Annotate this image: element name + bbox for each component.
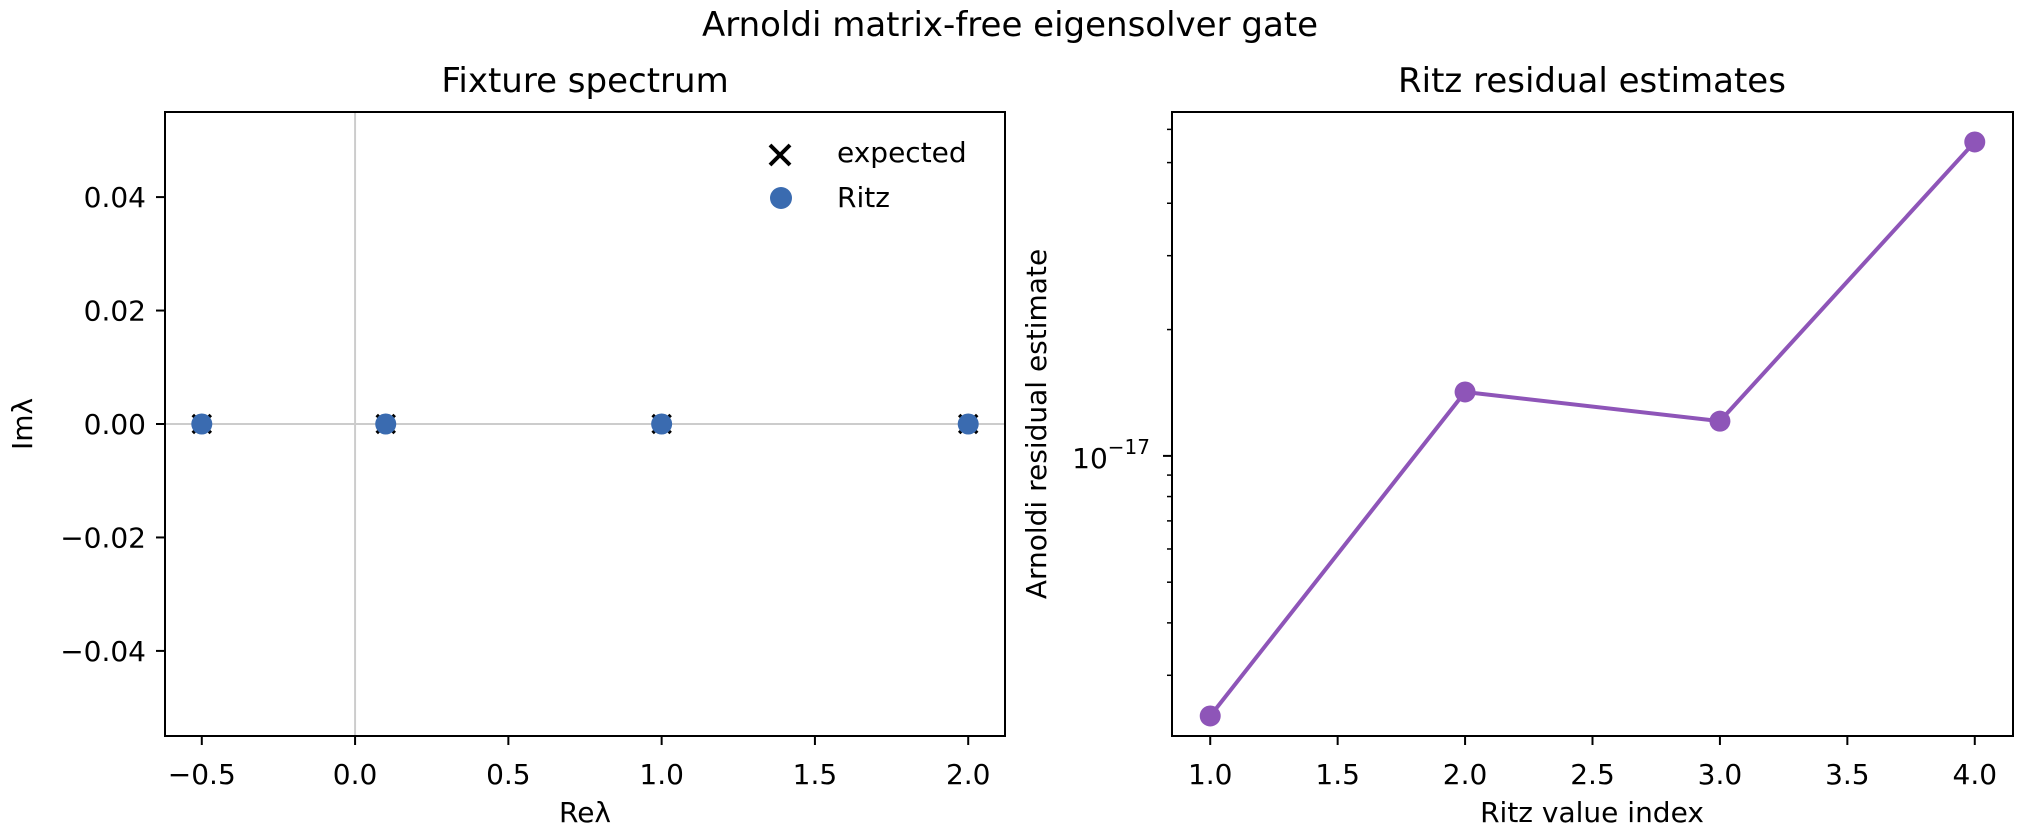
x-axis-label: Reλ xyxy=(559,796,611,829)
x-tick-label: 0.5 xyxy=(486,758,531,791)
x-tick-label: 1.5 xyxy=(793,758,838,791)
x-tick-label: −0.5 xyxy=(168,758,236,791)
x-tick-label: 1.0 xyxy=(639,758,684,791)
y-tick-label: 0.04 xyxy=(84,181,146,214)
y-tick-label: −0.04 xyxy=(60,635,146,668)
y-axis-ticks: 0.04 0.02 0.00 −0.02 −0.04 xyxy=(60,181,165,668)
y-axis-label: Imλ xyxy=(6,398,39,450)
y-tick-label: 0.00 xyxy=(84,408,146,441)
ritz-point xyxy=(375,413,397,435)
ritz-residual-axes-frame xyxy=(1171,111,2014,737)
fixture-spectrum-panel: Fixture spectrum −0.5 0.0 0.5 1.0 1.5 2.0 0.0… xyxy=(6,61,1006,829)
x-tick-label: 4.0 xyxy=(1953,758,1998,791)
ritz-point xyxy=(957,413,979,435)
x-tick-label: 2.0 xyxy=(946,758,991,791)
x-tick-label: 1.0 xyxy=(1188,758,1233,791)
figure-title: Arnoldi matrix-free eigensolver gate xyxy=(702,5,1318,45)
legend: expected Ritz xyxy=(768,136,967,214)
ritz-point xyxy=(651,413,673,435)
x-tick-label: 0.0 xyxy=(333,758,378,791)
residual-line xyxy=(1208,140,1977,718)
x-axis-ticks: −0.5 0.0 0.5 1.0 1.5 2.0 xyxy=(168,736,991,791)
x-tick-label: 2.5 xyxy=(1570,758,1615,791)
x-tick-label: 1.5 xyxy=(1315,758,1360,791)
ritz-residual-title: Ritz residual estimates xyxy=(1398,61,1786,101)
y-tick-label: −0.02 xyxy=(60,521,146,554)
x-axis-ticks: 1.0 1.5 2.0 2.5 3.0 3.5 4.0 xyxy=(1188,736,1997,791)
y-tick-label: 0.02 xyxy=(84,295,146,328)
residual-point xyxy=(1709,410,1731,432)
x-tick-label: 3.5 xyxy=(1825,758,1870,791)
reference-lines xyxy=(165,112,1005,736)
ritz-residual-panel: Ritz residual estimates 1.0 1.5 2.0 2.5 3.0 3… xyxy=(1020,61,2014,829)
fixture-spectrum-title: Fixture spectrum xyxy=(441,61,728,101)
x-axis-label: Ritz value index xyxy=(1480,796,1704,829)
legend-label-expected: expected xyxy=(837,136,967,169)
legend-marker-ritz xyxy=(770,187,792,209)
x-tick-label: 3.0 xyxy=(1698,758,1743,791)
residual-point xyxy=(1964,131,1986,153)
residual-point xyxy=(1199,705,1221,727)
y-axis-ticks: 10−17 xyxy=(1072,128,1172,677)
ritz-point xyxy=(191,413,213,435)
y-tick-label: 10−17 xyxy=(1072,435,1150,475)
x-tick-label: 2.0 xyxy=(1443,758,1488,791)
residual-point xyxy=(1454,381,1476,403)
y-axis-label: Arnoldi residual estimate xyxy=(1020,249,1053,599)
legend-label-ritz: Ritz xyxy=(837,181,890,214)
residual-series xyxy=(1199,131,1986,727)
spectrum-markers xyxy=(191,413,979,435)
